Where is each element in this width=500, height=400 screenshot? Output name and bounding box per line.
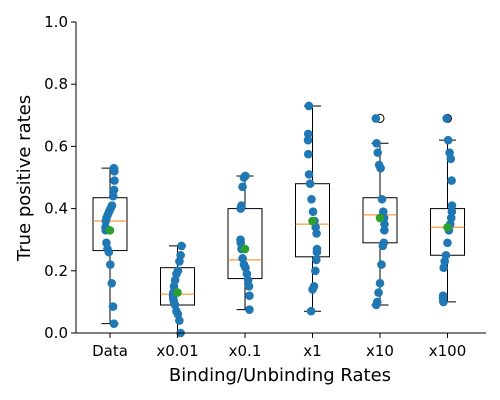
x-axis-label: Binding/Unbinding Rates	[169, 365, 391, 386]
box-group	[92, 163, 128, 328]
x-tick-label: Data	[92, 342, 128, 360]
data-point	[371, 114, 381, 123]
data-point	[239, 173, 249, 182]
box-group	[295, 101, 330, 316]
data-point	[245, 291, 254, 300]
data-point	[311, 266, 320, 276]
x-tick-label: x1	[303, 342, 321, 360]
x-tick-label: x0.1	[229, 342, 262, 360]
data-point	[308, 207, 318, 217]
data-point	[439, 263, 448, 272]
data-point	[244, 282, 254, 291]
data-point	[377, 260, 386, 269]
data-point	[443, 135, 453, 145]
data-point	[375, 278, 385, 288]
mean-point	[443, 222, 452, 232]
data-point	[304, 170, 314, 179]
data-point	[104, 247, 114, 257]
y-tick-label: 0.0	[44, 324, 68, 342]
data-point	[236, 204, 246, 213]
data-point	[245, 305, 254, 314]
data-point	[303, 149, 313, 159]
y-tick-label: 1.0	[44, 13, 68, 31]
data-point	[236, 238, 246, 248]
data-point	[447, 201, 457, 210]
data-point	[312, 247, 322, 257]
data-point	[312, 229, 321, 238]
data-point	[101, 216, 111, 226]
data-point	[306, 306, 316, 316]
data-point	[305, 179, 315, 189]
data-point	[107, 278, 117, 288]
x-tick-label: x0.01	[156, 342, 198, 360]
data-point	[447, 176, 456, 185]
box-group	[160, 241, 195, 338]
y-tick-label: 0.8	[44, 75, 68, 93]
data-point	[307, 194, 316, 204]
data-point	[110, 176, 119, 185]
box-group	[430, 113, 465, 307]
data-point	[238, 182, 247, 192]
data-point	[376, 163, 385, 173]
data-point	[374, 288, 383, 297]
data-point	[378, 241, 388, 251]
x-tick-label: x10	[366, 342, 394, 360]
data-point	[177, 241, 186, 251]
data-point	[380, 219, 389, 229]
y-tick-label: 0.6	[44, 137, 68, 155]
mean-point	[105, 226, 115, 235]
y-tick-label: 0.4	[44, 200, 68, 218]
x-tick-label: x100	[429, 342, 467, 360]
data-point	[303, 129, 313, 139]
data-point	[108, 302, 118, 311]
mean-point	[240, 244, 250, 254]
data-point	[106, 260, 115, 269]
data-point	[303, 135, 313, 145]
y-axis-ticks: 0.0 0.2 0.4 0.6 0.8 1.0	[44, 13, 76, 342]
data-point	[109, 319, 119, 328]
data-point	[447, 207, 457, 217]
data-point	[175, 316, 184, 325]
data-point	[439, 297, 448, 307]
mean-point	[173, 288, 182, 297]
data-point	[108, 191, 118, 201]
data-point	[372, 138, 381, 148]
data-point	[304, 101, 314, 111]
data-point	[371, 300, 381, 310]
data-point	[377, 194, 387, 204]
data-point	[373, 148, 383, 157]
data-point	[446, 154, 456, 164]
x-axis-ticks: Data x0.01 x0.1 x1 x10 x100	[92, 333, 466, 360]
mean-point	[375, 213, 385, 223]
box-group	[227, 171, 263, 314]
plot-area	[92, 101, 465, 338]
mean-point	[308, 216, 317, 226]
data-point	[175, 257, 184, 266]
data-point	[380, 226, 389, 235]
box-group	[362, 113, 398, 310]
data-point	[110, 166, 119, 176]
data-point	[442, 114, 451, 123]
data-point	[443, 238, 452, 248]
y-tick-label: 0.2	[44, 262, 68, 280]
y-axis-label: True positive rates	[14, 95, 35, 262]
data-point	[308, 285, 317, 294]
data-point	[312, 255, 321, 265]
